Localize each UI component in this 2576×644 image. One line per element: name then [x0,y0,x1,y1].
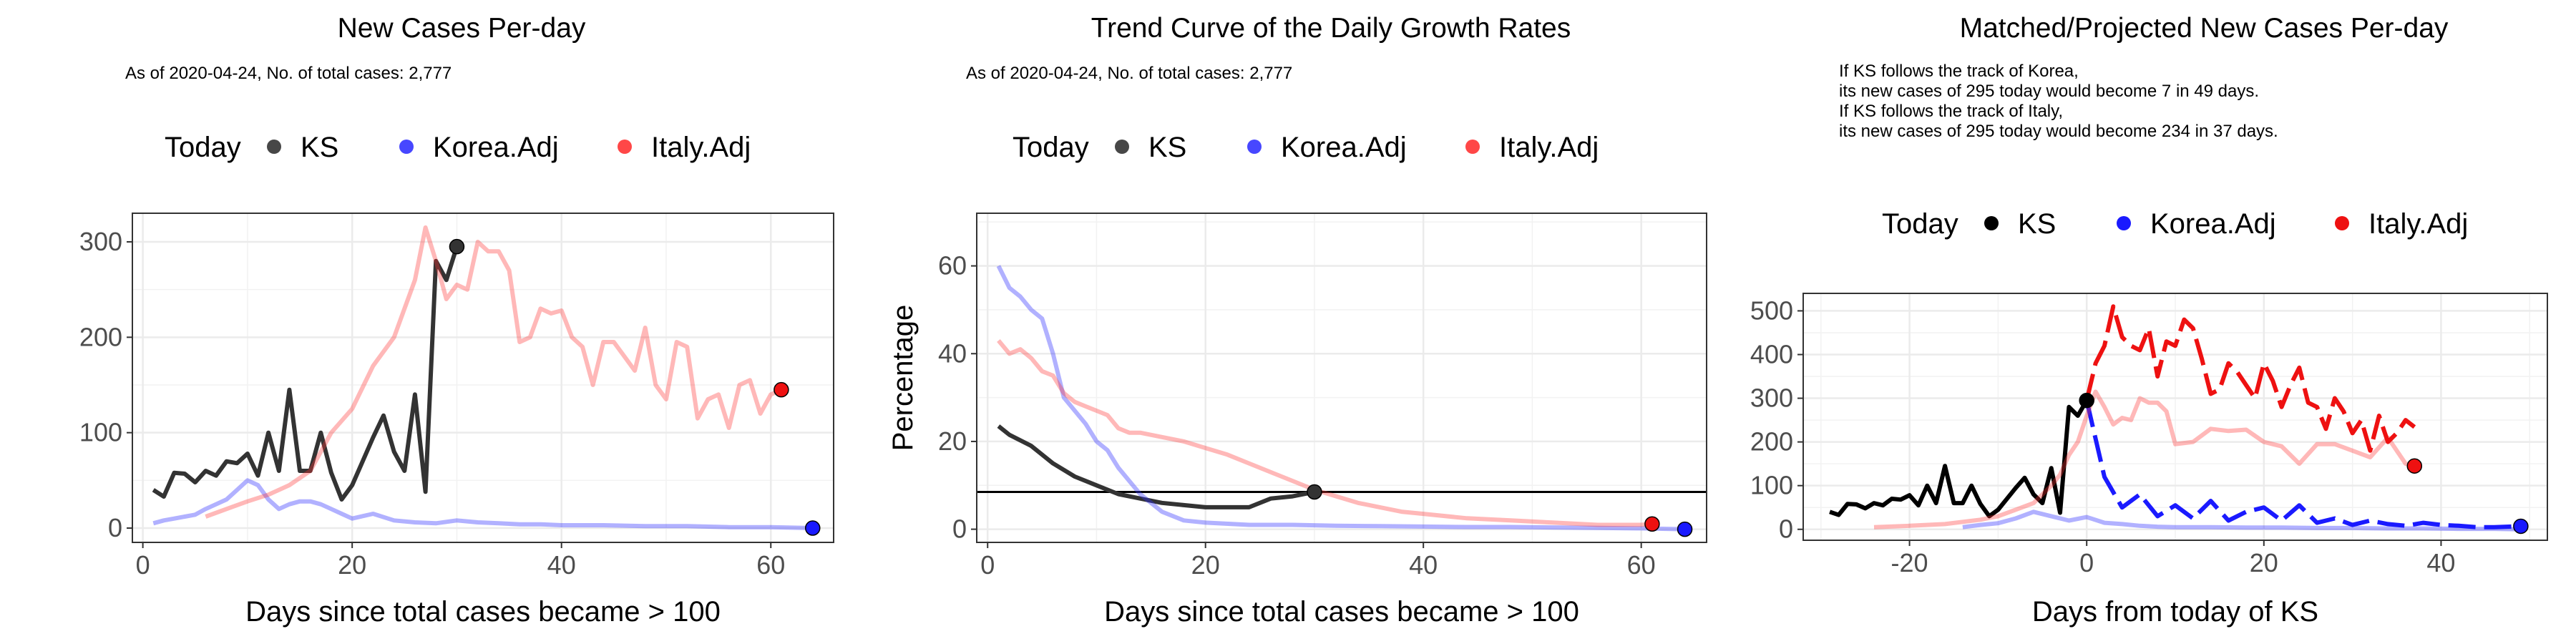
legend-key-italy-adj [1465,140,1480,154]
series-line-ks [152,245,459,502]
x-tick-label: 0 [2079,548,2094,577]
legend-key-ks [267,140,281,154]
series-line-italy-adj-matched- [1873,389,2416,530]
today-point-korea-adj [804,520,821,536]
y-tick-label: 20 [938,426,967,456]
legend-label: Korea.Adj [2150,208,2276,240]
x-tick-label: -20 [1891,548,1928,577]
series-line-ks [1829,399,2089,519]
chart-title: Trend Curve of the Daily Growth Rates [1091,13,1571,44]
x-tick-label: 60 [756,550,785,580]
series-line-italy-adj [997,338,1653,527]
chart-subtitle-line: If KS follows the track of Italy, [1839,102,2063,121]
series-line-italy-adj-projected- [2084,304,2416,453]
x-tick-label: 60 [1627,550,1656,580]
x-tick-label: 40 [547,550,576,580]
legend-label: KS [2018,208,2056,240]
legend-label: KS [1148,132,1186,163]
today-point-italy-adj [2406,458,2423,474]
legend-label: Korea.Adj [433,132,559,163]
legend-key-italy-adj [618,140,632,154]
x-tick-label: 20 [2250,548,2278,577]
series-line-korea-adj [152,478,813,530]
today-point-ks [1307,484,1322,500]
series-line-korea-adj-projected- [2084,399,2521,530]
x-tick-label: 40 [2426,548,2455,577]
x-tick-label: 20 [1191,550,1220,580]
chart-title: Matched/Projected New Cases Per-day [1960,13,2449,44]
plot-background [132,213,834,542]
chart-subtitle-line: As of 2020-04-24, No. of total cases: 2,… [966,64,1292,83]
legend-key-korea-adj [2117,216,2131,230]
y-tick-label: 400 [1750,339,1793,369]
x-axis-label: Days from today of KS [2032,596,2318,628]
series-line-italy-adj [205,225,783,519]
today-point-ks [2079,392,2094,409]
x-axis-label: Days since total cases became > 100 [1104,596,1579,628]
y-tick-label: 200 [79,322,122,351]
legend-label: Italy.Adj [2368,208,2468,240]
legend-label: KS [301,132,338,163]
legend: Today KS Korea.Adj Italy.Adj [165,132,751,163]
y-tick-label: 0 [952,514,967,544]
today-point-ks [449,238,465,255]
legend-label: Italy.Adj [1499,132,1599,163]
series-line-korea-adj [996,265,1685,532]
legend-title: Today [165,132,241,163]
y-axis-label: Percentage [887,305,919,452]
chart-panel-3: Matched/Projected New Cases Per-day If KS… [1750,13,2548,628]
today-point-korea-adj [2513,518,2529,535]
legend-label: Korea.Adj [1281,132,1407,163]
today-point-italy-adj [774,381,789,398]
chart-panel-1: New Cases Per-day As of 2020-04-24, No. o… [79,13,834,628]
legend-label: Italy.Adj [651,132,751,163]
legend: Today KS Korea.Adj Italy.Adj [1882,208,2468,240]
x-tick-label: 40 [1409,550,1438,580]
legend-key-korea-adj [1247,140,1262,154]
chart-subtitle-line: If KS follows the track of Korea, [1839,62,2079,81]
y-tick-label: 500 [1750,296,1793,325]
series-line-korea-adj-matched- [1962,509,2521,532]
series-line-ks [997,424,1315,509]
x-tick-label: 20 [338,550,366,580]
x-axis-label: Days since total cases became > 100 [245,596,721,628]
legend-key-italy-adj [2335,216,2349,230]
legend-key-korea-adj [399,140,414,154]
today-point-korea-adj [1677,521,1693,537]
legend-title: Today [1882,208,1958,240]
y-tick-label: 200 [1750,427,1793,457]
plot-border [1802,293,2548,541]
chart-title: New Cases Per-day [338,13,586,44]
legend: Today KS Korea.Adj Italy.Adj [1013,132,1599,163]
y-tick-label: 300 [1750,384,1793,413]
y-tick-label: 100 [1750,471,1793,500]
chart-subtitle-line: its new cases of 295 today would become … [1839,82,2259,101]
y-tick-label: 0 [108,513,122,542]
plot-border [132,213,834,543]
y-tick-label: 40 [938,338,967,368]
y-tick-label: 60 [938,251,967,280]
legend-title: Today [1013,132,1089,163]
chart-subtitle-line: As of 2020-04-24, No. of total cases: 2,… [125,64,452,83]
today-point-italy-adj [1644,516,1660,532]
y-tick-label: 0 [1779,514,1793,544]
plot-background [977,213,1707,542]
y-tick-label: 300 [79,227,122,256]
legend-key-ks [1115,140,1129,154]
legend-key-ks [1984,216,1999,230]
chart-panel-2: Trend Curve of the Daily Growth Rates As … [887,13,1707,628]
x-tick-label: 0 [980,550,995,580]
chart-subtitle-line: its new cases of 295 today would become … [1839,122,2278,141]
plot-border [976,213,1707,543]
y-tick-label: 100 [79,418,122,447]
x-tick-label: 0 [136,550,150,580]
